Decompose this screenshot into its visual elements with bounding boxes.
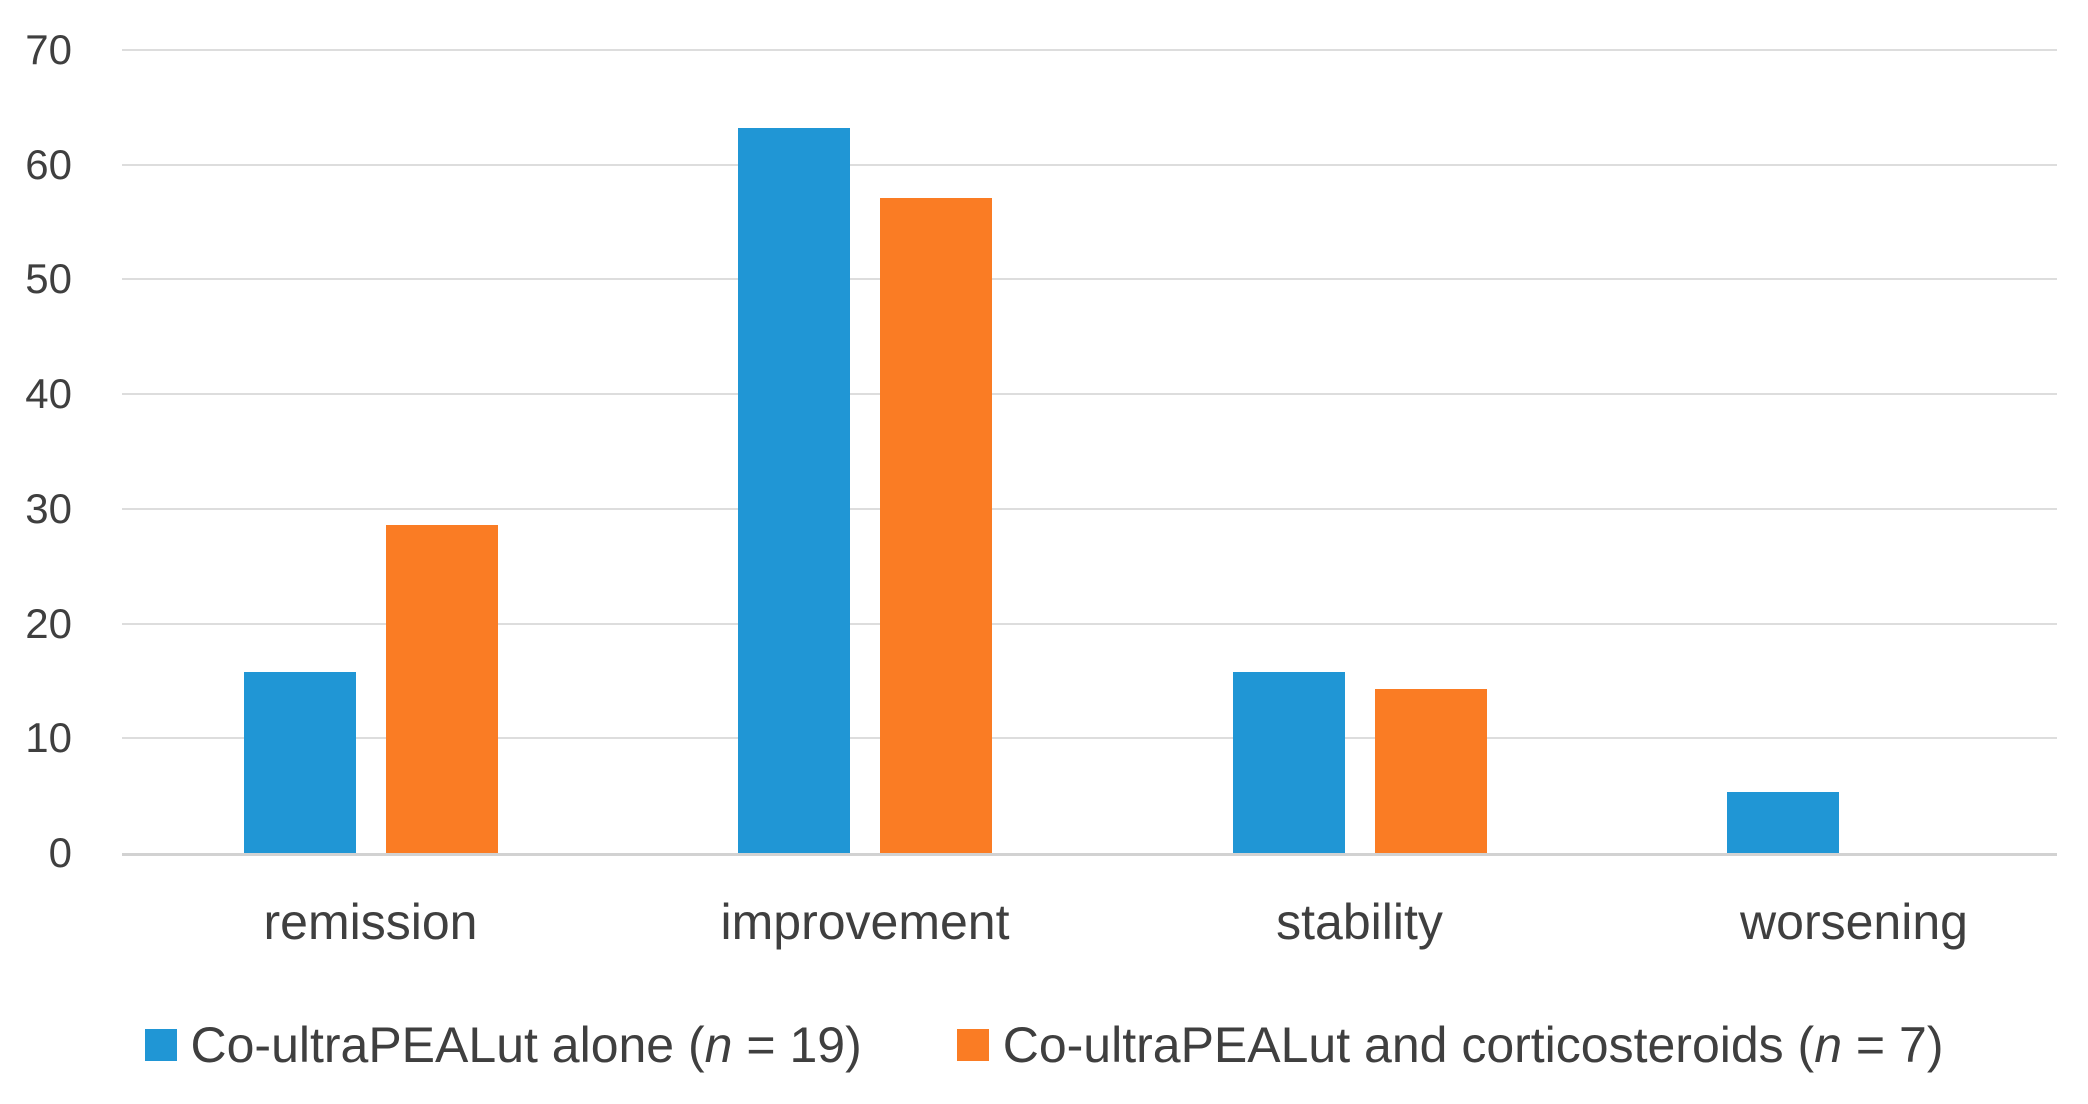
legend-item-series1: Co-ultraPEALut alone (n = 19) (144, 1014, 862, 1076)
bar-series2-remission (385, 524, 498, 853)
y-axis-tick-label-30: 30 (25, 484, 72, 532)
gridline-60 (122, 163, 2057, 166)
chart-legend: Co-ultraPEALut alone (n = 19) Co-ultraPEA… (0, 1014, 2088, 1076)
bar-series2-improvement (880, 197, 992, 853)
x-axis-label-stability: stability (1276, 894, 1443, 950)
x-axis-label-worsening: worsening (1740, 894, 1968, 950)
legend-label: Co-ultraPEALut alone (n = 19) (190, 1017, 862, 1073)
y-axis-tick-label-0: 0 (48, 829, 72, 876)
y-axis-tick-label-70: 70 (25, 26, 72, 73)
legend-label: Co-ultraPEALut and corticosteroids (n = … (1002, 1017, 1944, 1073)
legend-item-series2: Co-ultraPEALut and corticosteroids (n = … (956, 1014, 1944, 1076)
legend-swatch-icon (956, 1029, 989, 1061)
gridline-40 (122, 393, 2057, 396)
y-axis-tick-label-60: 60 (25, 140, 72, 188)
x-axis-label-remission: remission (263, 894, 478, 950)
y-axis-tick-label-20: 20 (25, 599, 72, 647)
gridline-20 (122, 622, 2057, 625)
bar-series1-worsening (1727, 792, 1839, 853)
y-axis-tick-label-50: 50 (25, 255, 72, 303)
gridline-50 (122, 278, 2057, 281)
bar-series1-stability (1232, 671, 1345, 853)
bar-series2-stability (1374, 688, 1487, 853)
x-axis-label-improvement: improvement (720, 894, 1010, 950)
y-axis-tick-label-40: 40 (25, 370, 72, 418)
plot-area (122, 49, 2057, 856)
gridline-30 (122, 507, 2057, 510)
legend-swatch-icon (144, 1029, 177, 1061)
bar-series1-remission (243, 671, 356, 853)
gridline-70 (122, 49, 2057, 51)
bar-series1-improvement (738, 128, 850, 853)
gridline-10 (122, 737, 2057, 740)
y-axis-tick-label-10: 10 (25, 714, 72, 762)
